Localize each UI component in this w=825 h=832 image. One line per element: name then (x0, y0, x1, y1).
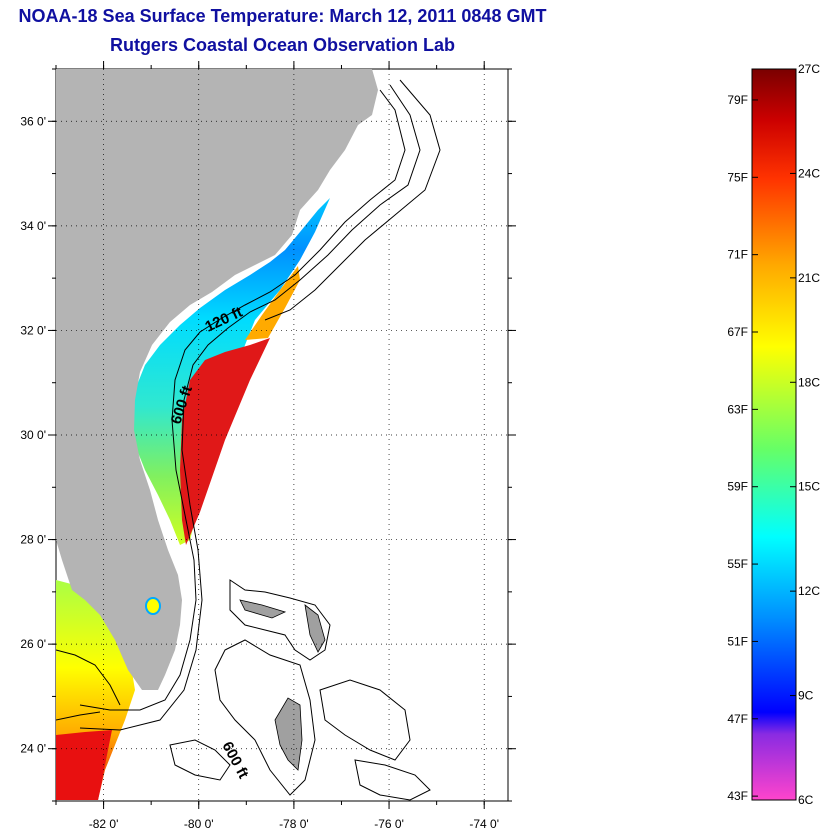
map-title: NOAA-18 Sea Surface Temperature: March 1… (18, 6, 547, 26)
lat-tick-label: 28 0' (20, 533, 46, 547)
colorbar-celsius-label: 9C (798, 689, 814, 703)
land-mainland (56, 69, 378, 690)
lon-tick-label: -80 0' (184, 817, 214, 831)
bahamas-andros (274, 697, 303, 771)
lat-tick-label: 30 0' (20, 428, 46, 442)
colorbar-celsius-label: 12C (798, 584, 820, 598)
map-gridlines (56, 69, 508, 801)
colorbar-fahrenheit-label: 59F (727, 480, 748, 494)
colorbar-celsius-label: 24C (798, 166, 820, 180)
colorbar-celsius-label: 15C (798, 480, 820, 494)
sst-gulf-stream (180, 338, 270, 545)
colorbar-celsius-label: 6C (798, 793, 814, 807)
colorbar-labels: 27C 24C 21C 18C 15C 12C 9C 6C 79F 75F 71F 67F 63F 59F… (727, 62, 820, 807)
bahamas-grand (239, 599, 287, 619)
isobath-contours (56, 79, 441, 801)
lon-tick-label: -82 0' (89, 817, 119, 831)
colorbar-celsius-label: 27C (798, 62, 820, 76)
bahamas-abaco (304, 604, 326, 653)
lat-tick-label: 26 0' (20, 637, 46, 651)
colorbar-fahrenheit-label: 79F (727, 93, 748, 107)
lat-tick-label: 34 0' (20, 219, 46, 233)
colorbar-fahrenheit-label: 43F (727, 789, 748, 803)
map-subtitle: Rutgers Coastal Ocean Observation Lab (109, 35, 456, 55)
lon-tick-label: -76 0' (374, 817, 404, 831)
colorbar-fahrenheit-label: 63F (727, 402, 748, 416)
sst-warm-margin (245, 266, 300, 340)
lat-tick-label: 24 0' (20, 742, 46, 756)
lon-tick-label: -74 0' (469, 817, 499, 831)
colorbar-fahrenheit-label: 75F (727, 170, 748, 184)
colorbar-celsius-label: 21C (798, 271, 820, 285)
colorbar-fahrenheit-label: 67F (727, 325, 748, 339)
colorbar (751, 68, 797, 801)
sst-keys-warm (56, 730, 112, 800)
colorbar-fahrenheit-label: 71F (727, 248, 748, 262)
map-axes: 24 0' 26 0' 28 0' 30 0' 32 0' 34 0' 36 0' -82 0… (20, 61, 516, 831)
lon-tick-label: -78 0' (279, 817, 309, 831)
colorbar-fahrenheit-label: 51F (727, 634, 748, 648)
colorbar-fahrenheit-label: 47F (727, 712, 748, 726)
colorbar-celsius-label: 18C (798, 375, 820, 389)
lake-okeechobee (145, 597, 161, 615)
lat-tick-label: 36 0' (20, 114, 46, 128)
lat-tick-label: 32 0' (20, 323, 46, 337)
colorbar-fahrenheit-label: 55F (727, 557, 748, 571)
